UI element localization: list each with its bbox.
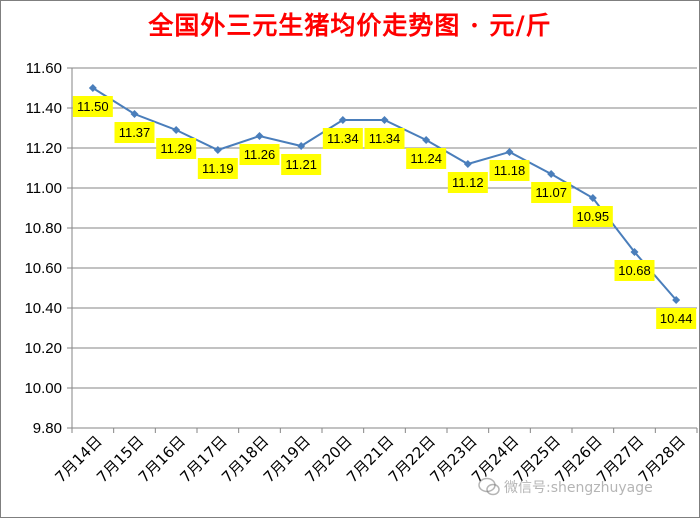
data-point [380, 116, 389, 124]
data-label-bg [489, 160, 530, 181]
data-point [463, 160, 472, 168]
data-label-bg [239, 144, 280, 165]
data-label: 11.34 [327, 131, 359, 146]
y-tick-label: 10.40 [24, 300, 62, 317]
data-label: 10.68 [618, 263, 651, 278]
data-point [547, 170, 556, 178]
data-point [422, 136, 431, 144]
data-label-bg [656, 308, 697, 329]
data-label: 11.29 [160, 141, 192, 156]
data-label-bg [447, 172, 488, 193]
y-tick-label: 11.20 [26, 140, 62, 157]
data-label: 11.18 [494, 163, 526, 178]
data-label: 10.44 [660, 311, 693, 326]
data-label-bg [572, 206, 613, 227]
data-label: 11.07 [535, 185, 567, 200]
data-label-bg [364, 128, 405, 149]
y-tick-label: 10.80 [24, 220, 62, 237]
data-point [297, 142, 306, 150]
wechat-watermark: 微信号:shengzhuyage [478, 476, 653, 498]
y-tick-label: 11.00 [26, 180, 62, 197]
data-label-bg [281, 154, 322, 175]
watermark-text: 微信号:shengzhuyage [504, 480, 653, 496]
data-label: 11.26 [244, 147, 276, 162]
data-label: 11.19 [202, 161, 234, 176]
data-label-bg [406, 148, 447, 169]
data-point [130, 110, 139, 118]
data-point [172, 126, 181, 134]
y-tick-label: 9.80 [33, 420, 62, 437]
data-label: 11.34 [369, 131, 401, 146]
y-tick-label: 10.20 [24, 340, 62, 357]
data-label: 11.24 [410, 151, 442, 166]
y-tick-label: 11.40 [26, 100, 62, 117]
data-point [505, 148, 514, 156]
data-label: 10.95 [577, 209, 610, 224]
data-label: 11.21 [285, 157, 317, 172]
data-label-bg [614, 260, 655, 281]
data-point [588, 194, 597, 202]
data-point [255, 132, 264, 140]
data-point [338, 116, 347, 124]
data-point [213, 146, 222, 154]
data-label-bg [197, 158, 238, 179]
y-tick-label: 10.60 [24, 260, 62, 277]
wechat-icon [478, 477, 500, 496]
data-label-bg [72, 96, 113, 117]
data-label: 11.50 [77, 99, 109, 114]
data-label: 11.37 [119, 125, 151, 140]
data-point [630, 248, 639, 256]
data-point [672, 296, 681, 304]
data-label-bg [114, 122, 155, 143]
y-tick-label: 11.60 [26, 60, 62, 77]
data-label: 11.12 [452, 175, 484, 190]
data-point [88, 84, 97, 92]
data-label-bg [156, 138, 197, 159]
data-label-bg [531, 182, 572, 203]
y-tick-label: 10.00 [24, 380, 62, 397]
data-label-bg [322, 128, 363, 149]
chart-title: 全国外三元生猪均价走势图 · 元/斤 [148, 11, 552, 40]
